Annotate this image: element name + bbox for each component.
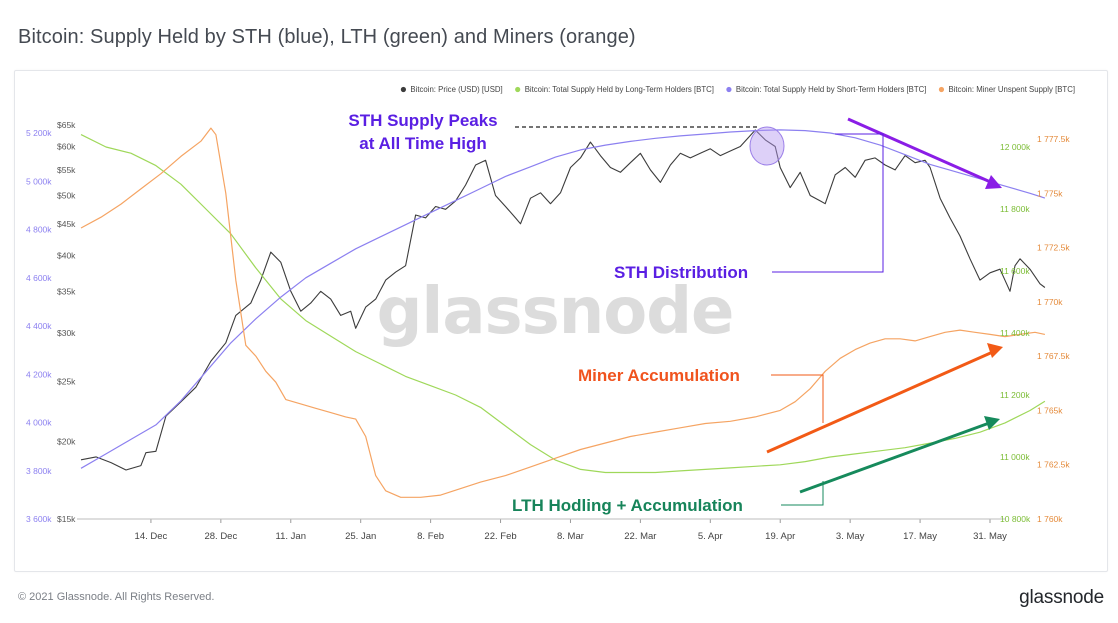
legend-marker [400, 86, 407, 93]
chart-panel: glassnode 14. Dec 28. Dec 11. Jan 25. Jan 8.… [14, 70, 1108, 572]
price-axis-label: $50k [57, 190, 76, 200]
lth-trend-arrow-shaft [799, 420, 993, 494]
x-tick-label: 31. May [973, 531, 1007, 542]
miner-trend-arrow-shaft [766, 349, 996, 454]
x-tick-label: 14. Dec [135, 531, 168, 542]
miner-line [80, 127, 1046, 498]
lth-axis-label: 11 800k [1000, 204, 1030, 214]
legend-entry-label: Bitcoin: Price (USD) [USD] [410, 85, 502, 94]
legend-layer: Bitcoin: Miner Unspent Supply [BTC] Bitco… [400, 85, 1075, 94]
sth-trend-arrow-shaft [847, 117, 996, 186]
chart-svg: glassnode 14. Dec 28. Dec 11. Jan 25. Jan 8.… [26, 85, 1075, 542]
price-axis-label: $40k [57, 250, 76, 260]
x-tick-label: 11. Jan [276, 531, 306, 542]
sth-axis-label: 5 200k [26, 128, 52, 138]
lth-trend-arrow-head [984, 416, 1000, 430]
sth-axis-label: 3 800k [26, 466, 52, 476]
miner-axis-label: 1 772.5k [1037, 243, 1070, 253]
price-axis-label: $65k [57, 120, 76, 130]
annotation-sth-distribution: STH Distribution [614, 263, 748, 282]
legend-marker [938, 86, 945, 93]
lth-axis-label: 11 200k [1000, 390, 1030, 400]
lth-axis-label: 12 000k [1000, 142, 1031, 152]
x-tick-label: 5. Apr [698, 531, 723, 542]
miner-axis-label: 1 760k [1037, 514, 1063, 524]
x-tick-label: 25. Jan [345, 531, 376, 542]
price-axis-label: $25k [57, 377, 76, 387]
lth-axis-label: 11 600k [1000, 266, 1030, 276]
lth-connector [781, 481, 824, 506]
sth-axis-label: 4 600k [26, 273, 52, 283]
sth-axis-label: 4 000k [26, 418, 52, 428]
miner-axis-label: 1 770k [1037, 297, 1063, 307]
price-axis-label: $55k [57, 165, 76, 175]
watermark: glassnode [377, 275, 734, 349]
copyright-text: © 2021 Glassnode. All Rights Reserved. [18, 591, 215, 603]
sth-axis-label: 4 800k [26, 225, 52, 235]
miner-axis-label: 1 765k [1037, 405, 1063, 415]
legend-marker [726, 86, 732, 93]
legend-entry-label: Bitcoin: Total Supply Held by Long-Term … [525, 85, 714, 94]
legend-entry-label: Bitcoin: Total Supply Held by Short-Term… [736, 85, 927, 94]
lth-axis-label: 11 400k [1000, 328, 1030, 338]
lth-axis-label: 10 800k [1000, 514, 1031, 524]
annotation-lth-accumulation: LTH Hodling + Accumulation [512, 496, 743, 515]
legend: Bitcoin: Miner Unspent Supply [BTC] Bitco… [400, 85, 1075, 94]
x-tick-label: 22. Feb [484, 531, 516, 542]
x-tick-label: 8. Mar [557, 531, 584, 542]
legend-entry-label: Bitcoin: Miner Unspent Supply [BTC] [948, 85, 1075, 94]
miner-connector [771, 374, 824, 423]
x-tick-label: 19. Apr [765, 531, 795, 542]
price-axis-label: $20k [57, 437, 76, 447]
ath-highlight-circle [749, 126, 785, 166]
price-axis-label: $35k [57, 286, 76, 296]
sth-trend-arrow-head [985, 175, 1002, 189]
sth-distribution-bracket [772, 133, 884, 273]
lth-line [80, 134, 1046, 474]
miner-axis-label: 1 775k [1037, 188, 1063, 198]
price-axis-label: $15k [57, 514, 76, 524]
legend-marker [515, 86, 521, 93]
annotation-sth-peak-line2: at All Time High [359, 134, 487, 153]
axis-layer: 14. Dec 28. Dec 11. Jan 25. Jan 8. Feb 22. Fe… [26, 120, 1070, 542]
sth-axis-label: 4 400k [26, 321, 52, 331]
sth-axis-label: 4 200k [26, 369, 52, 379]
x-tick-label: 17. May [903, 531, 937, 542]
price-axis-label: $60k [57, 142, 76, 152]
price-line [80, 129, 1046, 471]
brand-logo[interactable]: glassnode [1019, 587, 1104, 608]
x-tick-label: 8. Feb [417, 531, 444, 542]
miner-trend-arrow-head [987, 343, 1003, 358]
miner-axis-label: 1 767.5k [1037, 351, 1070, 361]
series-layer [80, 127, 1046, 498]
annotation-miner-accumulation: Miner Accumulation [578, 366, 740, 385]
sth-axis-label: 3 600k [26, 514, 52, 524]
x-tick-label: 22. Mar [624, 531, 656, 542]
price-axis-label: $45k [57, 219, 76, 229]
x-tick-label: 3. May [836, 531, 865, 542]
annotation-sth-peak-line1: STH Supply Peaks [348, 111, 497, 130]
price-axis-label: $30k [57, 328, 76, 338]
lth-axis-label: 11 000k [1000, 452, 1030, 462]
annotation-layer: STH Supply Peaks at All Time High STH Dist… [348, 111, 1003, 515]
x-tick-label: 28. Dec [204, 531, 237, 542]
sth-axis-label: 5 000k [26, 176, 52, 186]
miner-axis-label: 1 762.5k [1037, 460, 1070, 470]
chart-title: Bitcoin: Supply Held by STH (blue), LTH … [18, 26, 636, 48]
miner-axis-label: 1 777.5k [1037, 134, 1070, 144]
